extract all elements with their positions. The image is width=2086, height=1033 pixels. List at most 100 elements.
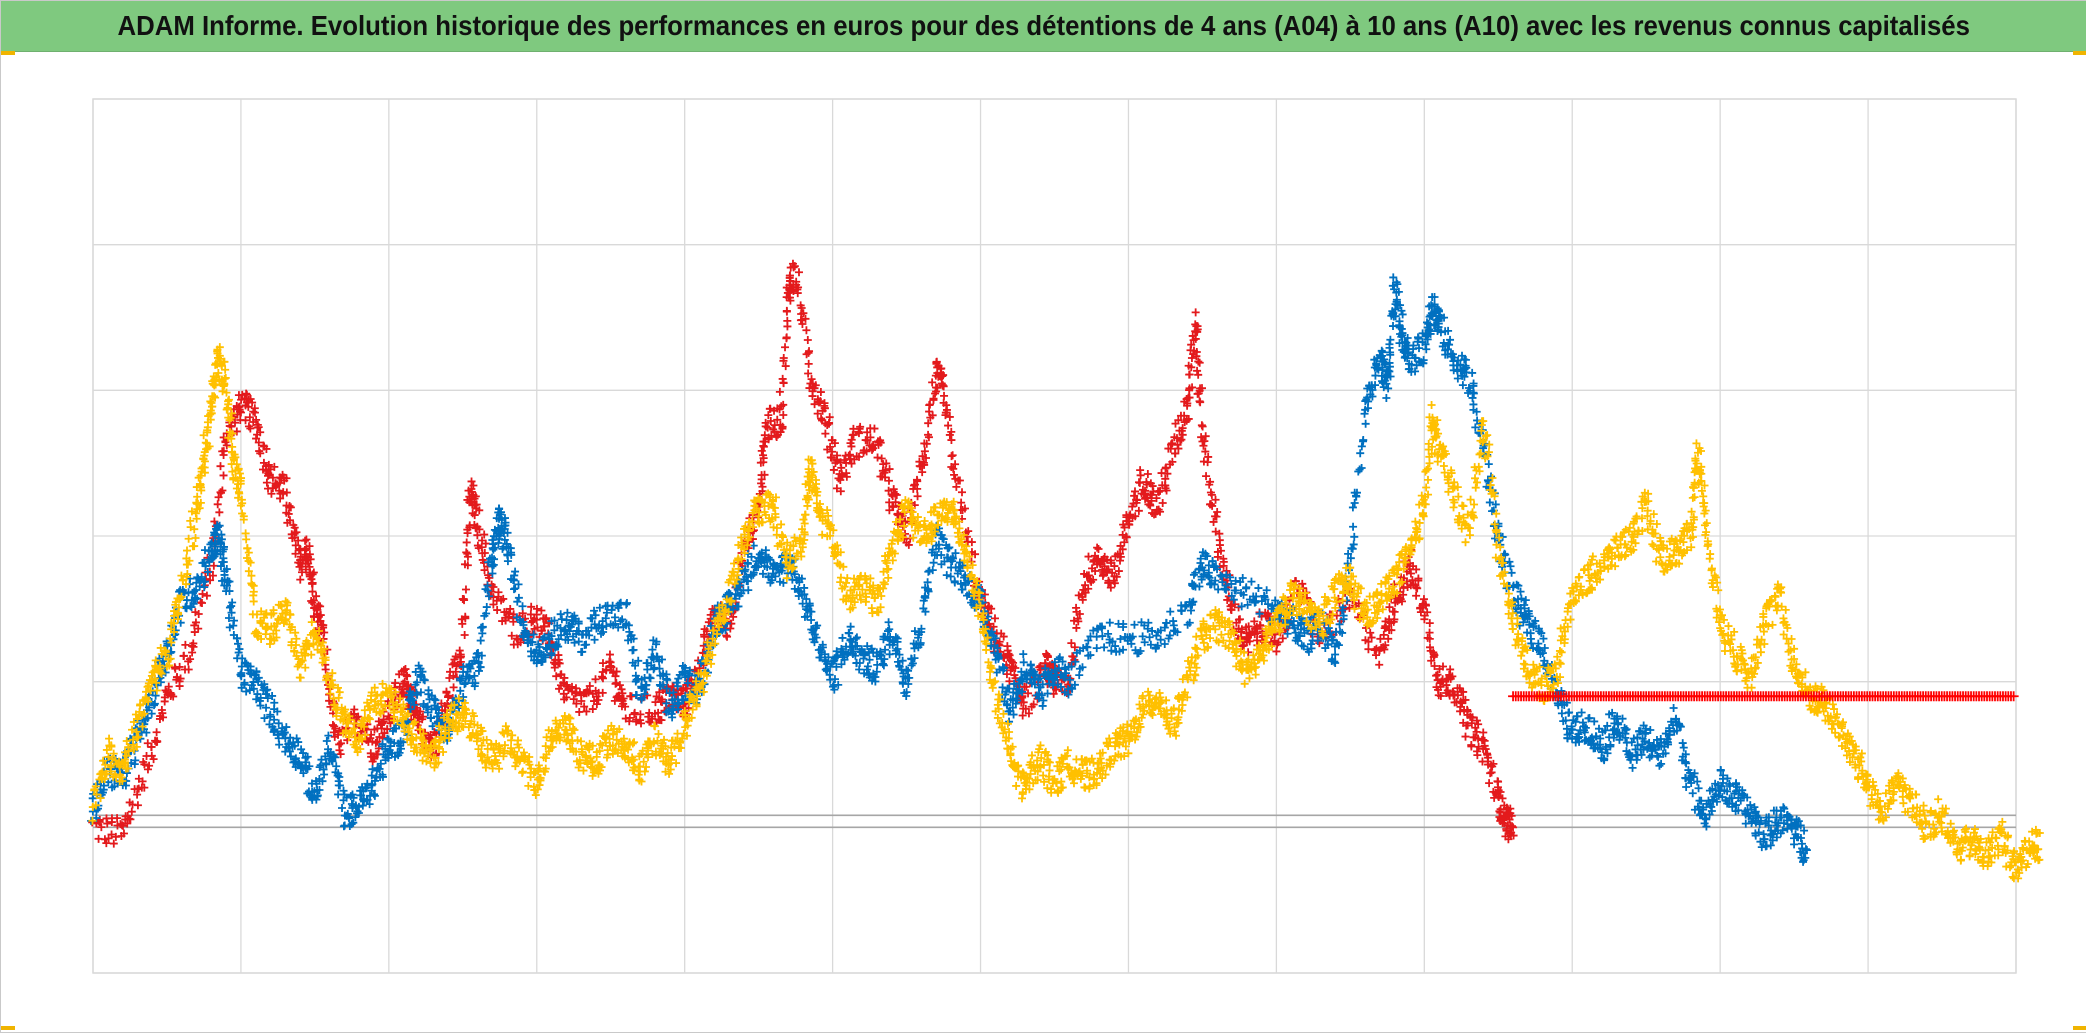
data-point [214,500,222,508]
data-point [1216,536,1224,544]
data-point [183,547,191,555]
data-point [190,542,198,550]
data-point [1162,619,1170,627]
data-point [1146,502,1154,510]
data-point [776,388,784,396]
data-point [477,637,485,645]
data-point [519,602,527,610]
data-point [153,687,161,695]
data-point [578,648,586,656]
data-point [217,462,225,470]
data-point [866,656,874,664]
data-point [943,571,951,579]
data-point [1242,583,1250,591]
data-point [1422,345,1430,353]
data-point [1020,658,1028,666]
data-point [1790,840,1798,848]
data-point [307,651,315,659]
data-point [478,623,486,631]
data-point [1349,503,1357,511]
data-point [949,451,957,459]
data-point [628,692,636,700]
data-point [203,592,211,600]
data-point [1629,764,1637,772]
data-point [199,590,207,598]
data-point [1186,370,1194,378]
data-point [879,660,887,668]
data-point [940,392,948,400]
data-point [723,633,731,641]
data-point [323,737,331,745]
data-point [951,578,959,586]
data-point [874,454,882,462]
data-point [1412,592,1420,600]
data-point [1682,783,1690,791]
data-point [456,647,464,655]
data-point [1072,604,1080,612]
data-point [134,801,142,809]
data-point [1107,647,1115,655]
data-point [369,765,377,773]
data-point [878,454,886,462]
data-point [1479,729,1487,737]
data-point [181,641,189,649]
data-point [1485,779,1493,787]
data-point [1196,398,1204,406]
data-point [338,804,346,812]
data-point [1386,336,1394,344]
data-point [1508,569,1516,577]
data-point [335,746,343,754]
data-point [575,708,583,716]
data-point [1093,544,1101,552]
data-point [192,534,200,542]
data-point [297,674,305,682]
data-point [1202,472,1210,480]
data-point [1362,420,1370,428]
data-point [296,576,304,584]
data-point [1657,760,1665,768]
data-point [1679,739,1687,747]
data-point [885,625,893,633]
data-point [1505,558,1513,566]
data-point [606,651,614,659]
data-point [795,268,803,276]
data-point [805,360,813,368]
data-point [248,581,256,589]
data-point [783,307,791,315]
data-point [1161,640,1169,648]
data-point [782,334,790,342]
data-point [1384,384,1392,392]
data-point [783,317,791,325]
data-point [210,562,218,570]
data-point [779,411,787,419]
series-0 [88,260,1517,848]
data-point [1426,619,1434,627]
data-point [245,549,253,557]
data-point [1247,578,1255,586]
data-point [225,396,233,404]
data-point [779,379,787,387]
data-point [153,728,161,736]
data-point [220,471,228,479]
data-point [582,641,590,649]
data-point [948,452,956,460]
data-point [1199,442,1207,450]
data-point [494,588,502,596]
data-point [282,597,290,605]
data-point [275,741,283,749]
data-point [444,693,452,701]
data-point [821,430,829,438]
data-point [1204,458,1212,466]
data-point [282,723,290,731]
data-point [1044,690,1052,698]
data-point [1019,650,1027,658]
data-point [462,585,470,593]
data-point [219,387,227,395]
data-point [957,499,965,507]
data-point [744,586,752,594]
data-point [802,326,810,334]
data-point [950,471,958,479]
data-point [1159,499,1167,507]
data-point [1349,523,1357,531]
